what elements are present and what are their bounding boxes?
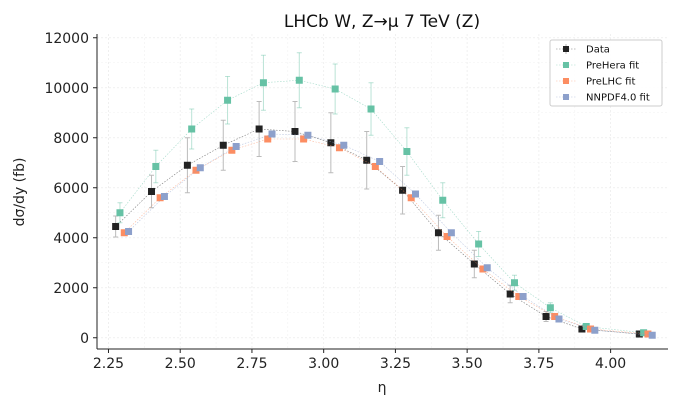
legend-label: PreLHC fit	[586, 77, 635, 88]
data-point	[542, 313, 550, 320]
data-point	[376, 158, 384, 165]
data-point	[578, 325, 586, 333]
data-point	[291, 128, 299, 135]
legend-label: NNPDF4.0 fit	[586, 93, 650, 104]
chart-title: LHCb W, Z→μ 7 TeV (Z)	[284, 12, 480, 32]
data-point	[120, 229, 128, 237]
data-point	[116, 209, 124, 217]
series-layer	[112, 52, 656, 339]
data-point	[519, 293, 527, 300]
legend-marker	[563, 94, 569, 100]
x-tick-label: 3.50	[452, 356, 483, 372]
data-point	[644, 330, 652, 338]
data-point	[483, 264, 491, 272]
x-tick-label: 3.00	[308, 356, 339, 372]
data-point	[183, 161, 191, 169]
y-tick-label: 12000	[44, 31, 89, 47]
y-tick-label: 2000	[53, 281, 89, 297]
grid	[97, 34, 668, 349]
data-point	[160, 193, 168, 200]
data-point	[587, 325, 595, 333]
data-point	[470, 260, 478, 268]
y-tick-label: 10000	[44, 81, 89, 97]
data-point	[546, 304, 554, 312]
x-axis-title: η	[378, 380, 387, 396]
data-point	[648, 331, 656, 339]
data-point	[300, 135, 308, 143]
data-point	[411, 190, 419, 198]
data-point	[112, 223, 120, 230]
data-point	[268, 130, 276, 138]
y-tick-label: 6000	[53, 181, 89, 197]
x-tick-label: 4.00	[595, 356, 626, 372]
data-point	[259, 79, 267, 87]
x-tick-label: 3.75	[523, 356, 554, 372]
legend-label: PreHera fit	[586, 61, 639, 72]
x-tick-label: 2.50	[165, 356, 196, 372]
data-point	[506, 290, 514, 298]
data-point	[439, 196, 447, 204]
legend-marker	[563, 78, 569, 84]
y-tick-label: 0	[80, 331, 89, 347]
data-point	[479, 265, 487, 273]
data-point	[304, 131, 312, 139]
series-prehera-fit	[116, 52, 648, 337]
data-point	[447, 229, 455, 237]
y-tick-label: 8000	[53, 131, 89, 147]
data-point	[363, 156, 371, 164]
data-point	[555, 315, 563, 323]
legend: Data PreHera fit PreLHC fit NNPDF4.0 fit	[549, 39, 663, 107]
legend-marker	[563, 46, 569, 52]
data-point	[335, 144, 343, 152]
data-point	[340, 141, 348, 149]
y-axis-title: dσ/dy (fb)	[12, 158, 28, 227]
data-point	[371, 163, 379, 170]
data-point	[434, 229, 442, 237]
data-point	[264, 135, 272, 143]
ticks: 0 2000 4000 6000 8000 10000 12000 2.25 2.50 2.75 3…	[44, 31, 626, 372]
x-tick-label: 2.25	[93, 356, 124, 372]
data-point	[232, 143, 240, 150]
data-point	[295, 76, 303, 84]
data-point	[125, 228, 133, 235]
data-point	[188, 125, 196, 133]
data-point	[367, 105, 375, 113]
y-tick-label: 4000	[53, 231, 89, 247]
data-point	[196, 164, 204, 172]
data-point	[443, 233, 451, 240]
series-line	[124, 138, 648, 335]
data-point	[224, 96, 232, 104]
data-point	[228, 146, 236, 154]
series-nnpdf4-0-fit	[125, 130, 656, 339]
data-point	[399, 186, 407, 194]
legend-frame	[549, 39, 663, 107]
axes	[96, 34, 668, 350]
legend-label: Data	[586, 45, 610, 56]
data-point	[640, 329, 648, 337]
data-point	[156, 194, 164, 202]
data-point	[192, 166, 200, 174]
data-point	[255, 125, 263, 133]
data-point	[582, 323, 590, 330]
data-point	[327, 139, 335, 147]
data-point	[475, 240, 483, 248]
data-point	[515, 293, 523, 300]
x-tick-label: 2.75	[236, 356, 267, 372]
data-point	[591, 326, 599, 334]
data-point	[331, 85, 339, 93]
legend-marker	[563, 62, 569, 68]
data-point	[152, 163, 160, 170]
data-point	[407, 194, 415, 202]
data-point	[403, 148, 411, 155]
x-tick-label: 3.25	[380, 356, 411, 372]
data-point	[510, 279, 518, 287]
data-point	[219, 141, 227, 149]
data-point	[148, 188, 156, 195]
